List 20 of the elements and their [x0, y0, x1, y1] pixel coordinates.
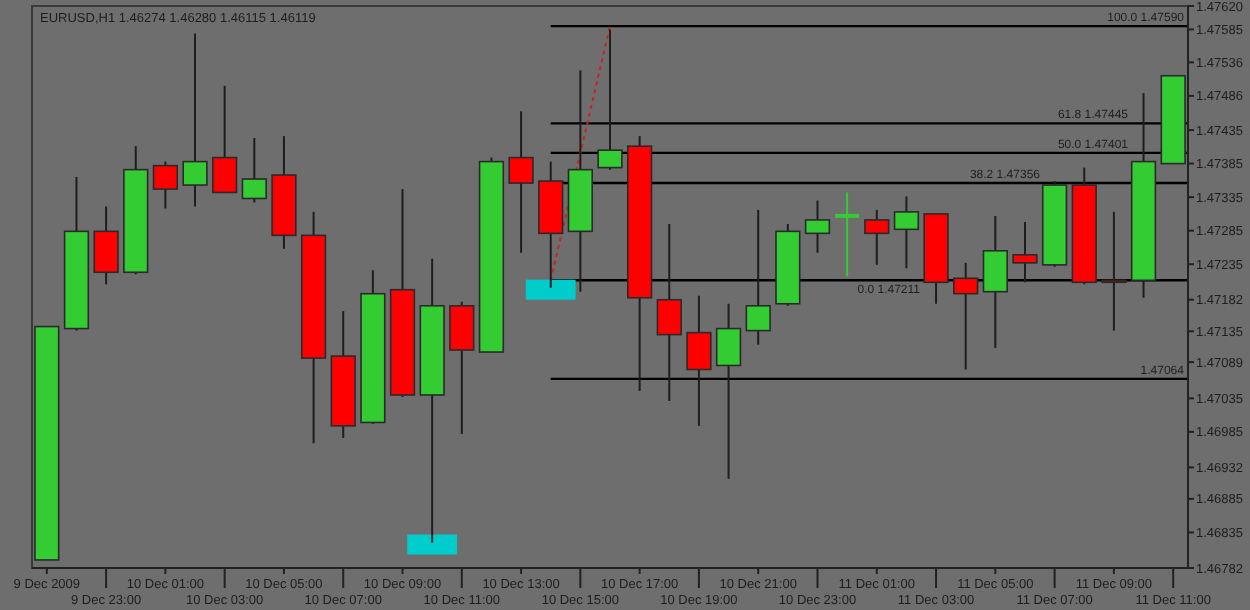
candlestick — [1012, 220, 1038, 284]
candlestick — [508, 110, 534, 254]
candlestick — [182, 32, 208, 208]
candlestick — [864, 208, 890, 266]
candlestick — [953, 261, 979, 371]
candlestick — [804, 199, 831, 254]
candlestick — [597, 28, 623, 171]
candlestick — [212, 84, 238, 194]
candlestick — [449, 300, 475, 435]
candlestick — [656, 222, 682, 403]
candlestick — [93, 205, 119, 286]
candlestick — [241, 137, 267, 204]
candlestick — [982, 214, 1008, 350]
candlestick — [745, 208, 771, 346]
candlestick — [686, 294, 712, 427]
candlestick — [835, 191, 859, 278]
candlestick — [1101, 210, 1127, 332]
candlestick — [715, 302, 742, 480]
candlestick — [152, 160, 179, 210]
candlestick — [893, 195, 920, 270]
